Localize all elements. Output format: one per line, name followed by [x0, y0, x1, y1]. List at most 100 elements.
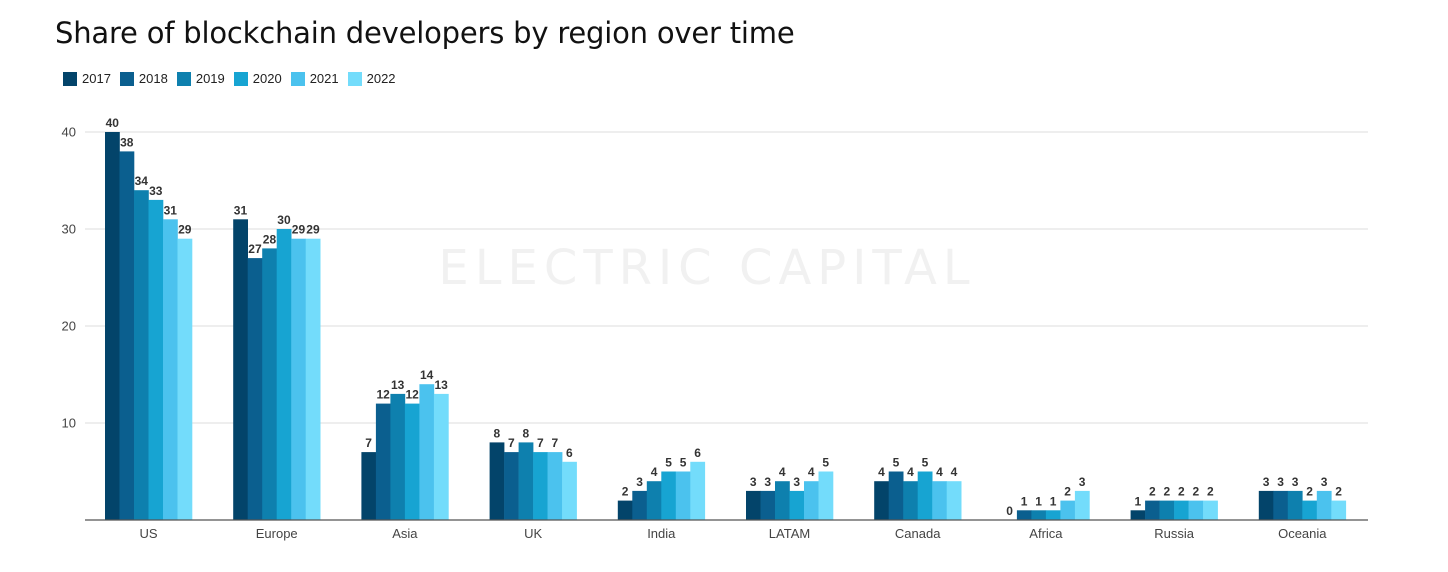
data-label: 3: [793, 475, 800, 489]
data-label: 5: [893, 456, 900, 470]
data-label: 7: [508, 436, 515, 450]
data-label: 2: [1064, 485, 1071, 499]
data-label: 4: [951, 465, 958, 479]
y-tick-label: 10: [62, 416, 76, 431]
data-label: 4: [878, 465, 885, 479]
data-label: 2: [1306, 485, 1313, 499]
data-label: 33: [149, 184, 163, 198]
data-label: 4: [907, 465, 914, 479]
x-tick-label: Europe: [256, 526, 298, 541]
legend-label: 2022: [366, 71, 396, 86]
bar-russia-2018: [1145, 500, 1160, 520]
bar-uk-2019: [518, 442, 534, 520]
bar-europe-2019: [262, 248, 277, 520]
legend-swatch: [63, 71, 77, 86]
bar-canada-2017: [874, 481, 889, 520]
bar-canada-2021: [932, 481, 947, 520]
bar-uk-2020: [533, 452, 548, 520]
data-label: 27: [248, 242, 262, 256]
x-tick-label: Oceania: [1278, 526, 1327, 541]
bar-canada-2020: [917, 471, 933, 520]
bar-oceania-2021: [1316, 490, 1332, 520]
data-label: 12: [405, 388, 419, 402]
data-label: 1: [1021, 494, 1028, 508]
x-tick-label: Africa: [1029, 526, 1063, 541]
bar-us-2022: [177, 238, 193, 520]
legend-item-2017: 2017: [63, 71, 111, 86]
data-label: 3: [750, 475, 757, 489]
bar-india-2021: [675, 471, 691, 520]
data-label: 3: [636, 475, 643, 489]
data-label: 7: [552, 436, 559, 450]
bar-us-2020: [148, 199, 164, 520]
bar-asia-2021: [419, 384, 435, 520]
data-label: 5: [680, 456, 687, 470]
data-label: 2: [1335, 485, 1342, 499]
data-label: 29: [292, 223, 306, 237]
bar-europe-2018: [247, 258, 263, 520]
data-label: 12: [376, 388, 390, 402]
data-label: 13: [434, 378, 448, 392]
bar-russia-2017: [1130, 510, 1146, 520]
data-label: 8: [494, 426, 501, 440]
data-label: 3: [764, 475, 771, 489]
y-tick-label: 40: [62, 125, 76, 140]
data-label: 3: [1079, 475, 1086, 489]
data-label: 31: [234, 203, 248, 217]
data-label: 1: [1035, 494, 1042, 508]
data-label: 2: [1193, 485, 1200, 499]
legend-item-2021: 2021: [290, 71, 339, 86]
bar-asia-2017: [361, 452, 377, 520]
legend-item-2020: 2020: [233, 71, 282, 86]
data-label: 6: [566, 446, 573, 460]
chart-title: Share of blockchain developers by region…: [55, 16, 795, 50]
bar-canada-2022: [946, 481, 962, 520]
data-label: 1: [1050, 494, 1057, 508]
legend-item-2019: 2019: [176, 71, 225, 86]
bar-us-2021: [163, 219, 178, 521]
x-tick-label: UK: [524, 526, 542, 541]
x-tick-label: Canada: [895, 526, 941, 541]
bar-us-2018: [119, 151, 135, 520]
x-tick-label: LATAM: [769, 526, 810, 541]
legend-swatch: [347, 71, 362, 86]
bar-latam-2017: [746, 490, 761, 520]
y-tick-label: 20: [62, 319, 76, 334]
bar-africa-2019: [1031, 510, 1047, 520]
bar-asia-2018: [375, 403, 391, 520]
data-label: 1: [1135, 494, 1142, 508]
watermark-text: ELECTRIC CAPITAL: [438, 240, 975, 296]
y-tick-label: 30: [62, 222, 76, 237]
legend-swatch: [119, 71, 134, 86]
bar-asia-2022: [433, 393, 449, 520]
x-tick-label: India: [647, 526, 676, 541]
bar-africa-2022: [1074, 490, 1090, 520]
bar-europe-2017: [233, 219, 248, 521]
data-label: 7: [537, 436, 544, 450]
data-label: 4: [779, 465, 786, 479]
data-label: 38: [120, 135, 134, 149]
x-tick-label: Russia: [1154, 526, 1195, 541]
bar-oceania-2018: [1273, 490, 1289, 520]
data-label: 3: [1263, 475, 1270, 489]
data-label: 4: [936, 465, 943, 479]
bar-india-2017: [617, 500, 633, 520]
bar-asia-2019: [390, 393, 406, 520]
bar-uk-2021: [547, 452, 563, 520]
legend-label: 2020: [252, 71, 282, 86]
bar-europe-2020: [276, 229, 292, 520]
data-label: 29: [178, 223, 192, 237]
bar-russia-2022: [1203, 500, 1218, 520]
legend-swatch: [176, 71, 191, 86]
bar-canada-2018: [888, 471, 904, 520]
data-label: 14: [420, 368, 434, 382]
data-label: 3: [1277, 475, 1284, 489]
bar-russia-2020: [1174, 500, 1189, 520]
data-label: 3: [1292, 475, 1299, 489]
bars: [105, 132, 1347, 521]
bar-oceania-2019: [1287, 490, 1303, 520]
bar-india-2022: [690, 461, 706, 520]
bar-oceania-2020: [1302, 500, 1318, 520]
data-label: 2: [622, 485, 629, 499]
